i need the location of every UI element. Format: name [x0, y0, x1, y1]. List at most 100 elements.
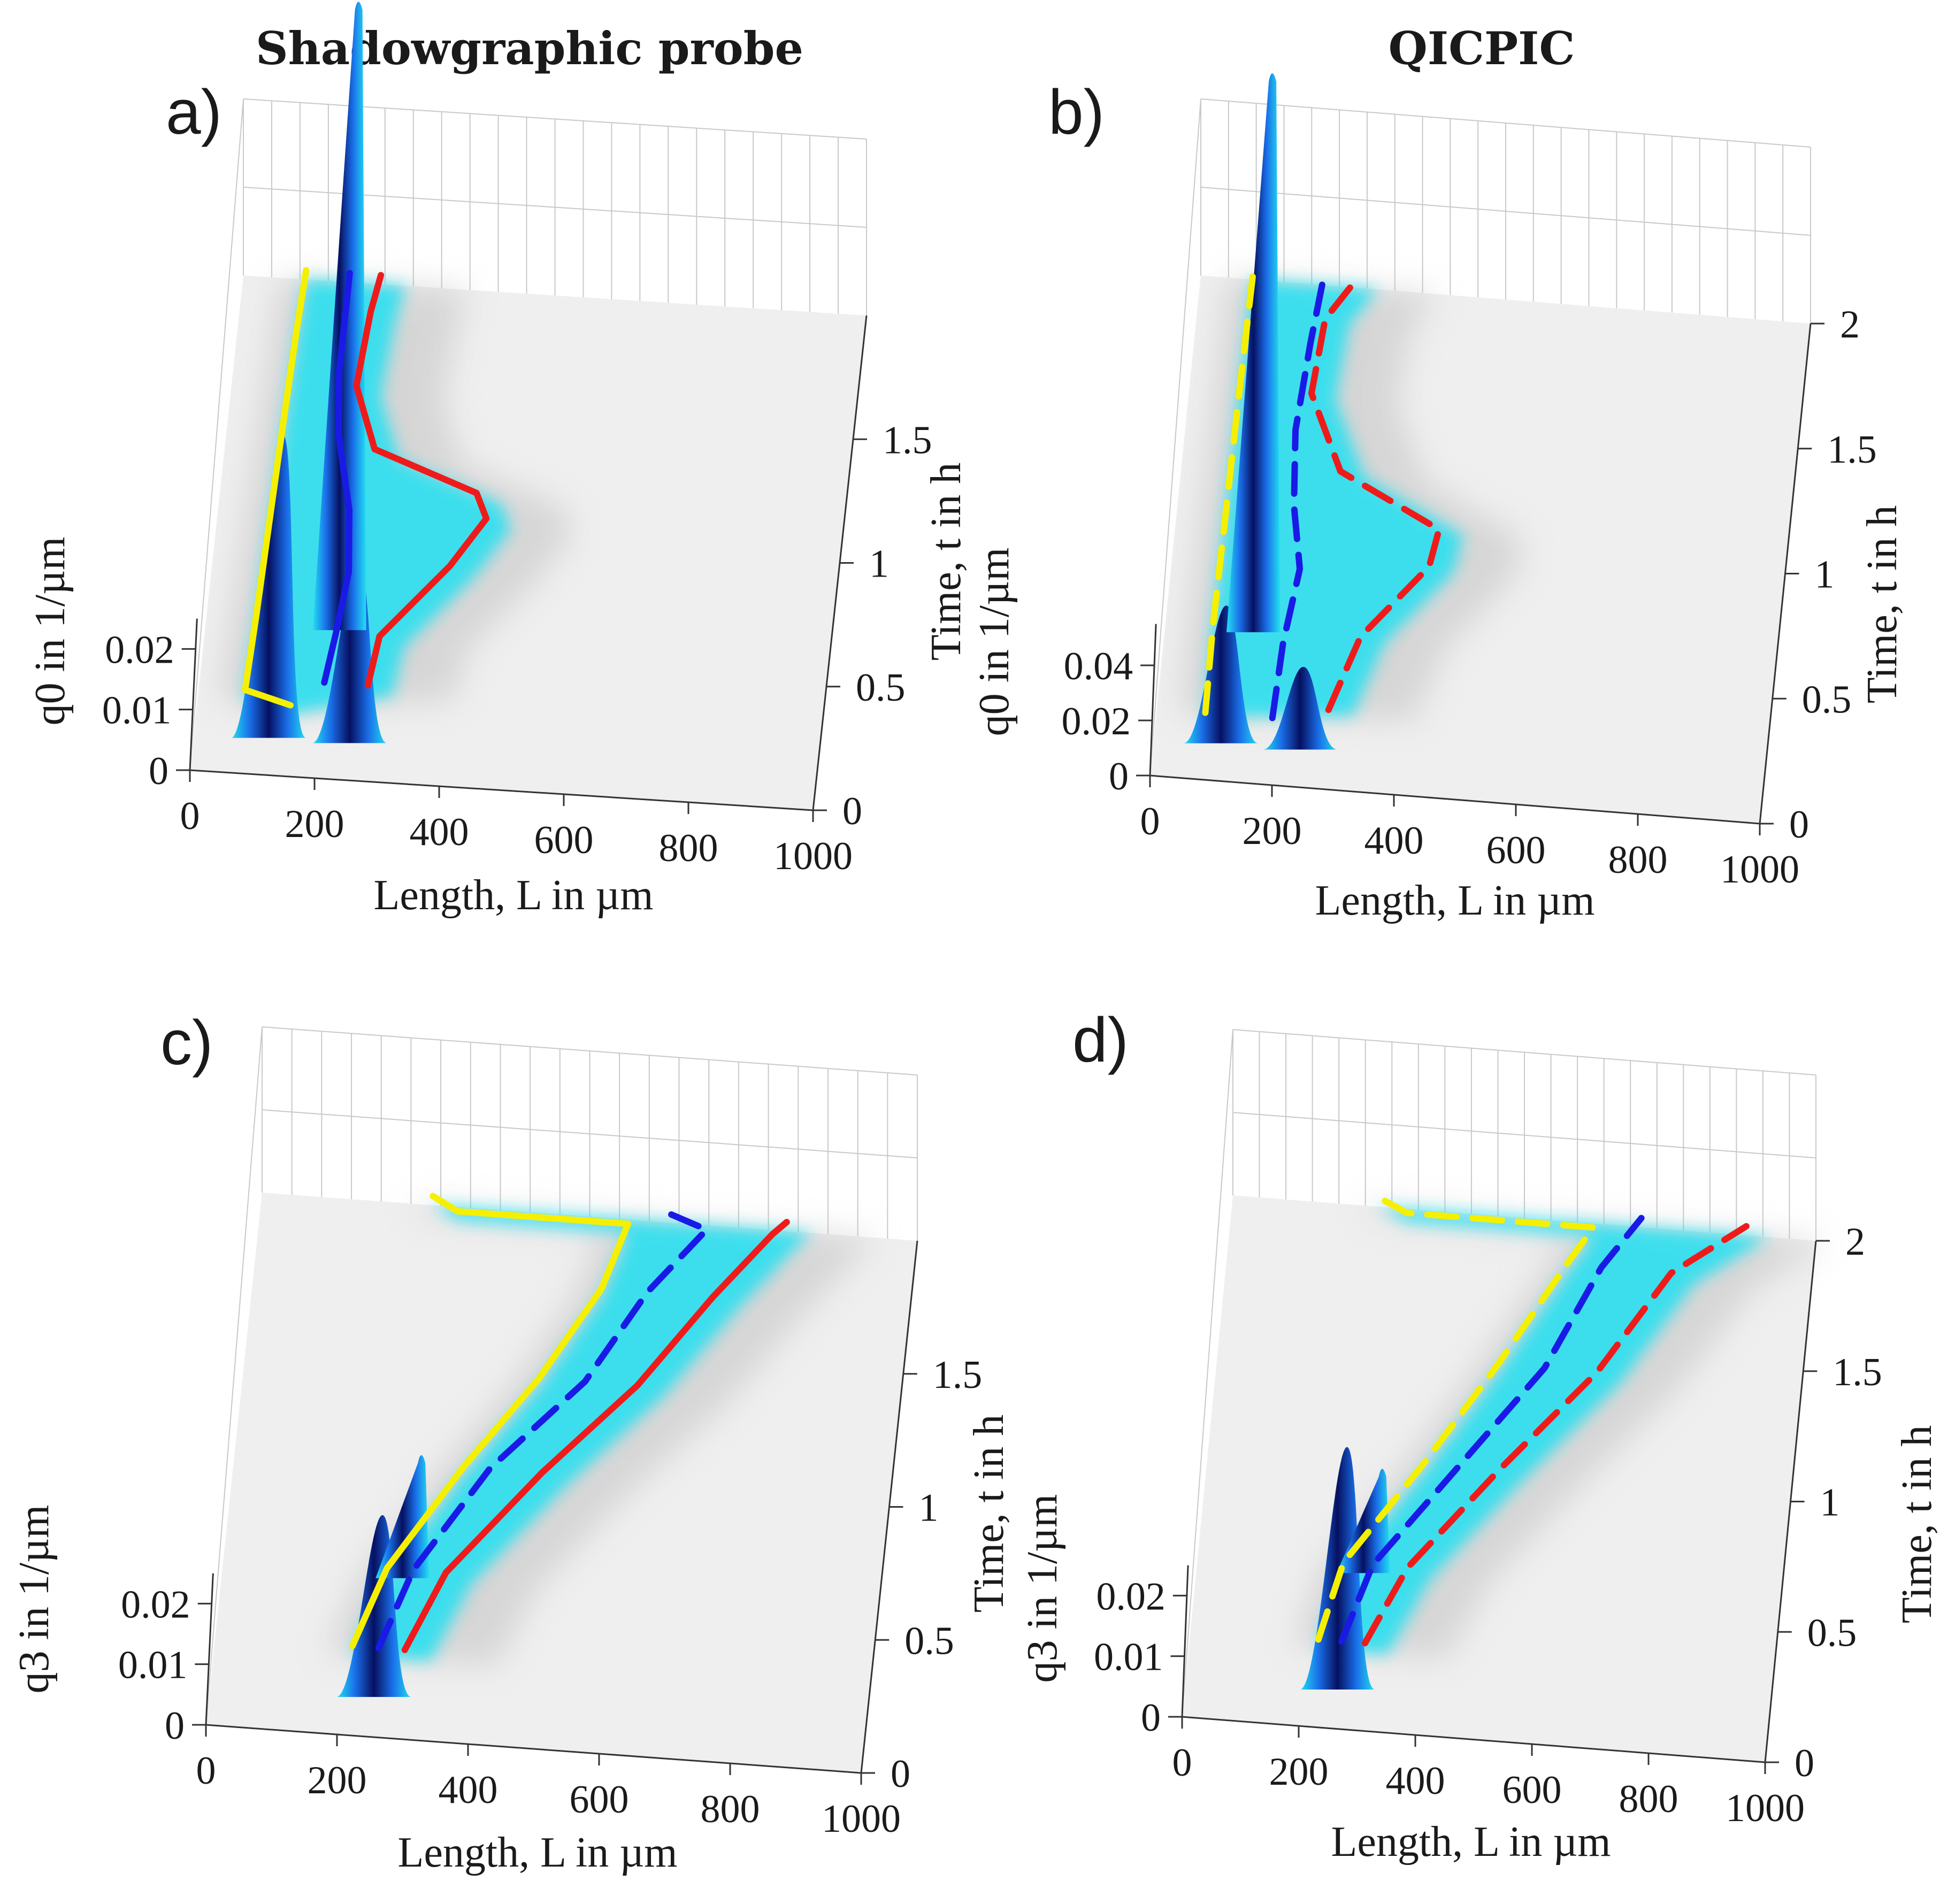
z-tick-label: 0.02	[121, 1583, 190, 1626]
x-tick-label: 0	[1172, 1741, 1192, 1785]
y-tick-label: 1	[1815, 553, 1835, 597]
x-tick-label: 0	[1140, 800, 1160, 843]
y-tick-label: 0.5	[1807, 1611, 1857, 1655]
z-tick-label: 0.01	[102, 689, 172, 733]
y-tick-label: 1	[919, 1486, 939, 1530]
y-tick-label: 0.5	[856, 666, 906, 710]
x-tick-label: 600	[534, 818, 594, 862]
density-surface	[244, 279, 511, 715]
series-line-x90	[1308, 280, 1443, 713]
y-tick-label: 0	[1789, 803, 1809, 847]
series-line-x90	[353, 272, 490, 689]
x-axis-label: Length, L in µm	[373, 872, 653, 919]
y-tick-label: 0	[842, 789, 862, 833]
y-tick-label: 1.5	[883, 418, 932, 462]
surface-peak	[312, 2, 366, 631]
surface-peak	[1336, 1469, 1390, 1573]
surface-ridge	[1183, 605, 1259, 743]
y-tick-label: 1.5	[1833, 1350, 1882, 1394]
z-axis-label: q0 in 1/µm	[971, 548, 1018, 736]
y-axis-label: Time, t in h	[1893, 1425, 1941, 1623]
panel-letter: d)	[1072, 1005, 1129, 1076]
x-tick-label: 200	[1243, 809, 1302, 853]
y-axis-label: Time, t in h	[923, 463, 970, 661]
surface-peak	[375, 1455, 430, 1578]
x-tick-label: 800	[1608, 838, 1668, 882]
panel-c: 0 200 400 600 800 100000.511.500.010.02c)Leng…	[11, 1008, 1013, 1876]
side-wall-edge	[205, 1026, 263, 1725]
z-tick-label: 0.01	[1094, 1636, 1163, 1679]
x-tick-label: 800	[701, 1787, 760, 1831]
x-tick-label: 200	[285, 802, 344, 846]
z-axis-label: q3 in 1/µm	[11, 1505, 58, 1694]
x-tick-label: 400	[1386, 1759, 1445, 1803]
z-axis-line	[205, 1573, 214, 1725]
z-tick-label: 0	[165, 1704, 185, 1748]
x-tick-label: 400	[410, 810, 469, 854]
z-axis-line	[189, 618, 198, 771]
series-line-x10	[349, 1193, 632, 1649]
surface-ridge	[336, 1515, 412, 1697]
x-tick-label: 200	[308, 1759, 367, 1802]
x-tick-label: 600	[1486, 828, 1546, 872]
x-axis-line	[189, 769, 814, 811]
series-line-x90	[1361, 1223, 1750, 1647]
x-tick-label: 600	[1502, 1768, 1562, 1812]
z-axis-line	[1149, 624, 1157, 776]
x-tick-label: 600	[570, 1778, 629, 1822]
surface-ridge	[1262, 666, 1338, 750]
z-tick-label: 0.02	[1062, 700, 1131, 743]
x-axis-label: Length, L in µm	[1315, 877, 1594, 924]
x-axis-line	[1149, 774, 1760, 825]
z-axis-line	[1181, 1565, 1189, 1717]
x-tick-label: 800	[659, 826, 718, 870]
series-line-x10	[1315, 1194, 1597, 1643]
panel-a: 0 200 400 600 800 100000.511.500.010.02a)Leng…	[27, 2, 970, 919]
series-line-x10	[242, 267, 310, 709]
y-tick-label: 1.5	[933, 1353, 983, 1397]
side-wall-edge	[189, 98, 244, 771]
x-tick-label: 1000	[1726, 1786, 1805, 1830]
y-tick-label: 2	[1840, 303, 1860, 347]
y-tick-label: 1.5	[1827, 428, 1877, 472]
panel-letter: c)	[160, 1008, 213, 1078]
y-tick-label: 0	[891, 1752, 910, 1796]
z-tick-label: 0	[149, 749, 168, 793]
panel-letter: b)	[1048, 77, 1105, 148]
y-axis-label: Time, t in h	[1859, 505, 1906, 703]
x-tick-label: 1000	[822, 1797, 901, 1841]
x-tick-label: 200	[1269, 1750, 1329, 1794]
series-line-x50	[1269, 278, 1327, 721]
z-tick-label: 0.04	[1064, 644, 1133, 688]
x-axis-label: Length, L in µm	[397, 1829, 677, 1876]
series-line-x50	[321, 270, 353, 686]
x-tick-label: 800	[1619, 1777, 1678, 1821]
x-axis-label: Length, L in µm	[1331, 1818, 1611, 1865]
x-tick-label: 1000	[773, 834, 853, 878]
surface-ridge	[312, 561, 387, 743]
series-line-x10	[1202, 272, 1256, 716]
y-tick-label: 2	[1845, 1220, 1865, 1264]
x-axis-line	[205, 1724, 862, 1774]
series-line-x50	[375, 1210, 710, 1652]
z-tick-label: 0	[1141, 1696, 1161, 1740]
y-axis-label: Time, t in h	[965, 1415, 1013, 1613]
series-line-x90	[401, 1219, 790, 1653]
y-tick-label: 0.5	[904, 1619, 954, 1663]
z-axis-label: q0 in 1/µm	[27, 537, 74, 726]
surface-peak	[1226, 73, 1281, 633]
x-tick-label: 0	[196, 1749, 216, 1793]
column-title-shadowgraphic: Shadowgraphic probe	[256, 22, 803, 75]
side-wall-edge	[1182, 1029, 1233, 1717]
side-wall-edge	[1149, 98, 1201, 776]
x-tick-label: 1000	[1720, 848, 1799, 892]
x-tick-label: 400	[1364, 819, 1424, 863]
panel-b: 0 200 400 600 800 100000.511.5200.020.04b)Len…	[971, 73, 1906, 924]
panel-d: 0 200 400 600 800 100000.511.5200.010.02d)Len…	[1019, 1005, 1941, 1865]
y-tick-label: 0.5	[1802, 678, 1852, 721]
z-tick-label: 0.01	[118, 1644, 188, 1687]
column-title-qicpic: QICPIC	[1389, 22, 1575, 75]
z-axis-label: q3 in 1/µm	[1019, 1494, 1066, 1683]
y-tick-label: 1	[869, 542, 889, 586]
